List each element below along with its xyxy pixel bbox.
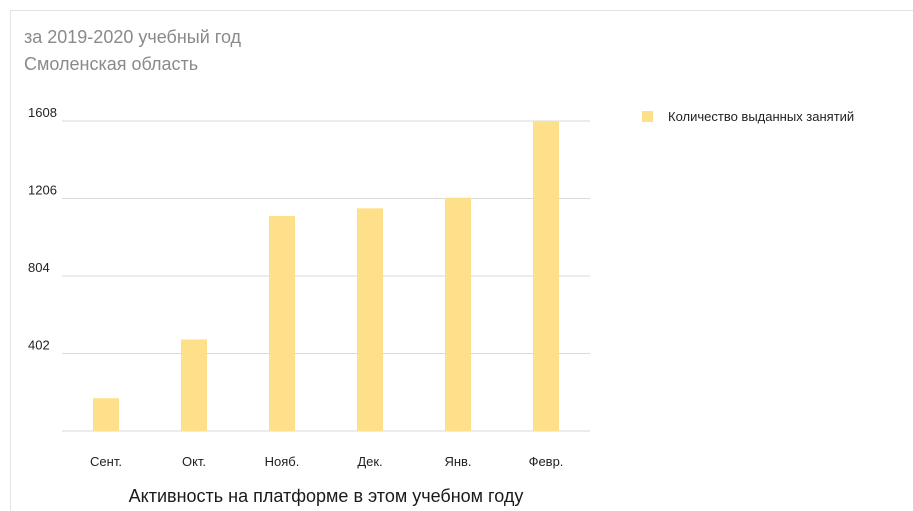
- bar[interactable]: [181, 339, 207, 431]
- y-tick-labels: 402 804 1206 1608: [28, 105, 57, 353]
- x-tick-label: Окт.: [182, 454, 206, 469]
- bar[interactable]: [533, 121, 559, 431]
- grid-lines: [62, 120, 590, 432]
- y-tick-label: 1608: [28, 105, 57, 120]
- y-tick-label: 402: [28, 338, 50, 353]
- chart-subtitle-region: Смоленская область: [24, 54, 199, 74]
- bar[interactable]: [445, 197, 471, 431]
- x-tick-label: Дек.: [357, 454, 382, 469]
- bar[interactable]: [93, 398, 119, 431]
- bar[interactable]: [357, 208, 383, 431]
- x-tick-label: Янв.: [444, 454, 471, 469]
- chart-caption: Активность на платформе в этом учебном г…: [128, 486, 524, 506]
- bars: [93, 121, 559, 431]
- legend-label: Количество выданных занятий: [668, 109, 855, 124]
- x-tick-label: Февр.: [529, 454, 564, 469]
- chart-subtitle-period: за 2019-2020 учебный год: [24, 27, 242, 47]
- x-tick-label: Сент.: [90, 454, 122, 469]
- x-tick-labels: Сент. Окт. Нояб. Дек. Янв. Февр.: [90, 454, 563, 469]
- chart-frame: [10, 10, 913, 511]
- y-tick-label: 1206: [28, 183, 57, 198]
- y-tick-label: 804: [28, 260, 50, 275]
- x-tick-label: Нояб.: [265, 454, 300, 469]
- legend-swatch: [642, 111, 653, 122]
- bar[interactable]: [269, 216, 295, 431]
- legend: Количество выданных занятий: [642, 109, 854, 124]
